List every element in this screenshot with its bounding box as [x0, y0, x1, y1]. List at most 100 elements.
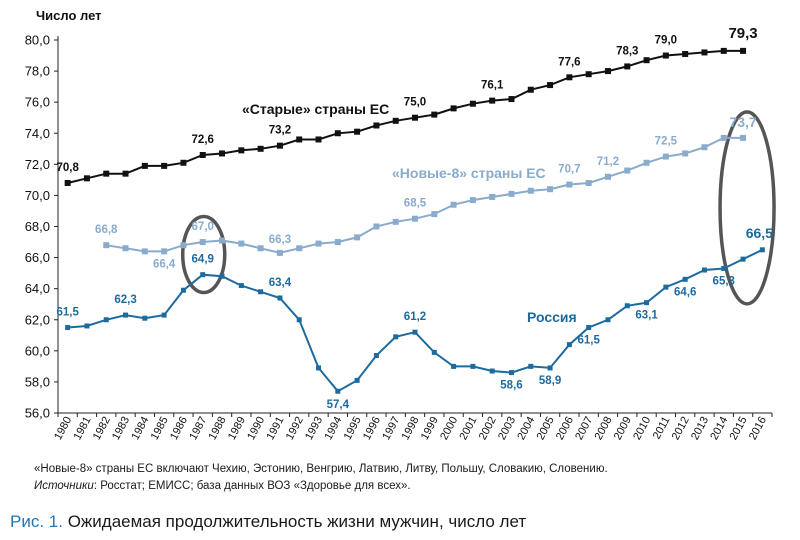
sources-label: Источники: [34, 480, 94, 492]
series-point: [65, 325, 71, 331]
series-point: [547, 186, 554, 193]
x-tick-label: 1986: [168, 415, 190, 442]
y-tick-label: 58,0: [25, 374, 50, 389]
data-label: 64,6: [674, 286, 696, 298]
series-point: [682, 276, 688, 282]
data-label: 66,4: [153, 258, 176, 270]
y-tick-label: 74,0: [25, 126, 50, 141]
footnote-new8: «Новые-8» страны ЕС включают Чехию, Эсто…: [34, 463, 608, 475]
data-label: 75,0: [404, 97, 426, 109]
series-point: [759, 247, 765, 253]
series-point: [450, 105, 457, 112]
series-point: [701, 144, 708, 151]
data-label: 78,3: [616, 45, 638, 57]
x-tick-label: 2000: [438, 415, 460, 442]
series-point: [161, 248, 168, 255]
y-tick-label: 80,0: [25, 33, 50, 48]
series-point: [238, 147, 245, 154]
data-labels: «Старые» страны ЕС «Новые-8» страны ЕС Рос…: [56, 25, 773, 411]
x-tick-label: 2009: [612, 415, 634, 442]
series-point: [161, 312, 167, 318]
series-point: [566, 74, 573, 81]
series-point: [586, 325, 592, 331]
series-point: [296, 317, 302, 323]
x-tick-label: 1989: [226, 415, 248, 442]
x-tick-label: 1993: [303, 415, 325, 442]
series-point: [257, 145, 264, 152]
series-point: [123, 312, 129, 318]
highlight-oval-1987: [180, 214, 227, 295]
series-point: [122, 170, 129, 177]
series-point: [373, 223, 380, 230]
series-point: [412, 329, 418, 335]
series-point: [624, 167, 631, 174]
series-point: [334, 239, 341, 246]
x-tick-label: 1999: [419, 415, 441, 442]
x-tick-label: 2004: [515, 415, 537, 442]
series-point: [238, 283, 244, 289]
y-tick-label: 60,0: [25, 343, 50, 358]
x-tick-label: 2016: [747, 415, 769, 442]
highlight-oval-2015: [718, 110, 776, 306]
series-point: [644, 300, 650, 306]
series-point: [643, 159, 650, 166]
data-label: 72,6: [192, 134, 214, 146]
series-point: [662, 52, 669, 59]
series-point: [547, 365, 553, 371]
series-point: [720, 47, 727, 54]
series-point: [508, 96, 515, 103]
x-tick-label: 2005: [535, 415, 557, 442]
series-name-label: «Старые» страны ЕС: [242, 101, 389, 117]
x-tick-label: 1998: [400, 415, 422, 442]
series-point: [721, 265, 727, 271]
data-label: 71,2: [597, 156, 619, 168]
series-point: [142, 315, 148, 321]
series-point: [122, 245, 129, 252]
series-point: [296, 136, 303, 143]
series-point: [141, 248, 148, 255]
data-label: 77,6: [558, 56, 580, 68]
series-point: [103, 170, 110, 177]
x-tick-label: 1996: [361, 415, 383, 442]
series-point: [662, 153, 669, 160]
data-label: 61,5: [577, 335, 600, 347]
figure-caption: Рис. 1. Ожидаемая продолжительность жизн…: [10, 512, 526, 532]
data-label: 70,8: [56, 162, 79, 174]
series-point: [701, 267, 707, 273]
y-tick-label: 66,0: [25, 250, 50, 265]
series-point: [451, 363, 457, 369]
series-point: [720, 134, 727, 141]
data-label: 58,6: [500, 380, 522, 392]
series-point: [740, 134, 747, 141]
series-point: [431, 211, 438, 218]
series-point: [469, 100, 476, 107]
x-tick-label: 2008: [593, 415, 615, 442]
series-point: [431, 111, 438, 118]
data-label: 66,8: [95, 224, 118, 236]
series-point: [219, 150, 226, 157]
y-tick-label: 76,0: [25, 95, 50, 110]
series-point: [219, 273, 225, 279]
series-point: [624, 63, 631, 70]
series-point: [354, 128, 361, 135]
data-label: 61,5: [56, 307, 79, 319]
series-point: [258, 289, 264, 295]
series-name-label: «Новые-8» страны ЕС: [392, 165, 546, 181]
x-tick-label: 2006: [554, 415, 576, 442]
data-label: 73,2: [269, 125, 291, 137]
series-point: [103, 242, 110, 249]
series-point: [354, 377, 360, 383]
series-point: [180, 242, 187, 249]
x-tick-label: 2013: [689, 415, 711, 442]
series-lines: [64, 47, 765, 394]
x-tick-label: 2003: [496, 415, 518, 442]
highlight-ovals: [180, 110, 776, 306]
series-point: [315, 136, 322, 143]
data-label: 79,3: [728, 25, 757, 42]
series-point: [508, 370, 514, 376]
x-tick-label: 2015: [728, 415, 750, 442]
axes: Число лет 56,0 58,0 60,0 62,0 64,0 66,0 68,0 70,…: [25, 8, 773, 442]
x-tick-label: 1994: [322, 415, 344, 442]
series-point: [161, 162, 168, 169]
series-point: [199, 152, 206, 159]
